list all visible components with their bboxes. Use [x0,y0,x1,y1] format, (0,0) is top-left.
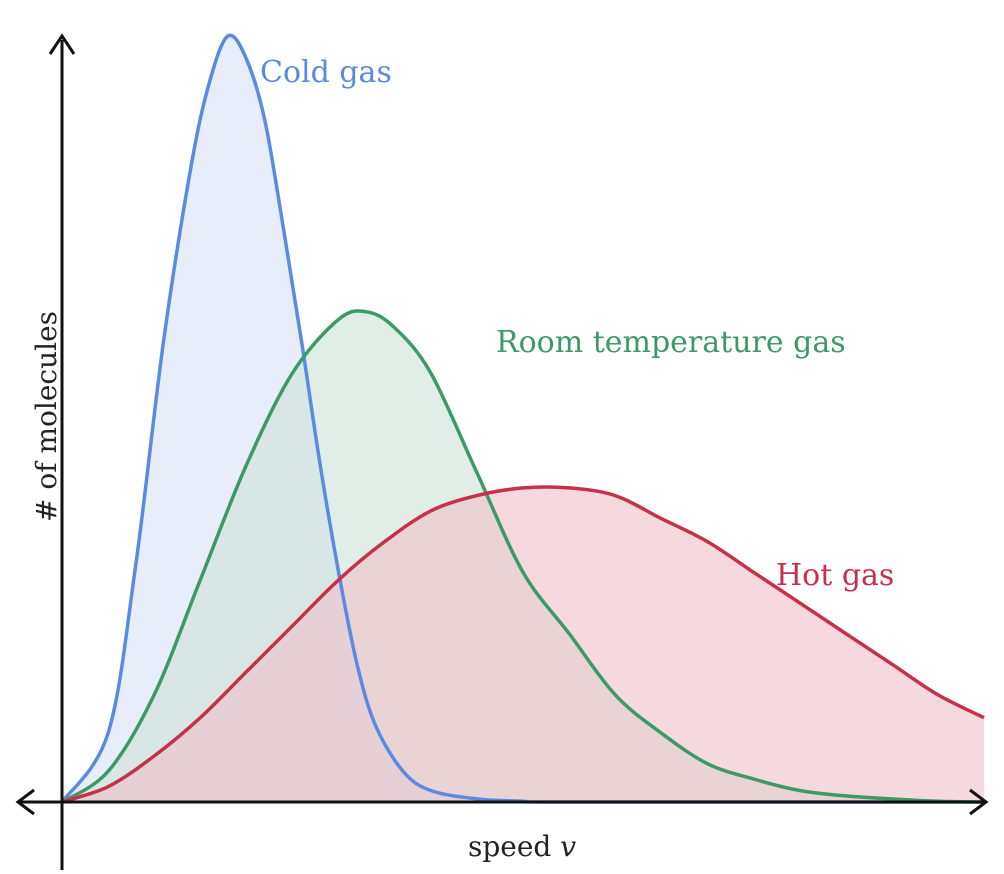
area-hot-gas [62,487,984,802]
series-label-cold-gas: Cold gas [260,55,392,90]
x-axis-variable: v [560,830,576,863]
series-label-room-temperature-gas: Room temperature gas [496,325,846,360]
line-cold-gas [60,33,985,804]
y-axis-label: # of molecules [30,311,63,522]
x-axis-label: speed v [468,830,576,863]
x-axis-arrow-right [969,788,989,816]
line-room-temperature-gas [61,309,985,804]
series-lines [60,33,985,804]
line-hot-gas [61,485,985,804]
series-areas [62,35,984,803]
x-axis-arrow-left [15,788,35,816]
series-label-hot-gas: Hot gas [776,558,894,593]
y-axis-arrow-up [48,33,76,55]
